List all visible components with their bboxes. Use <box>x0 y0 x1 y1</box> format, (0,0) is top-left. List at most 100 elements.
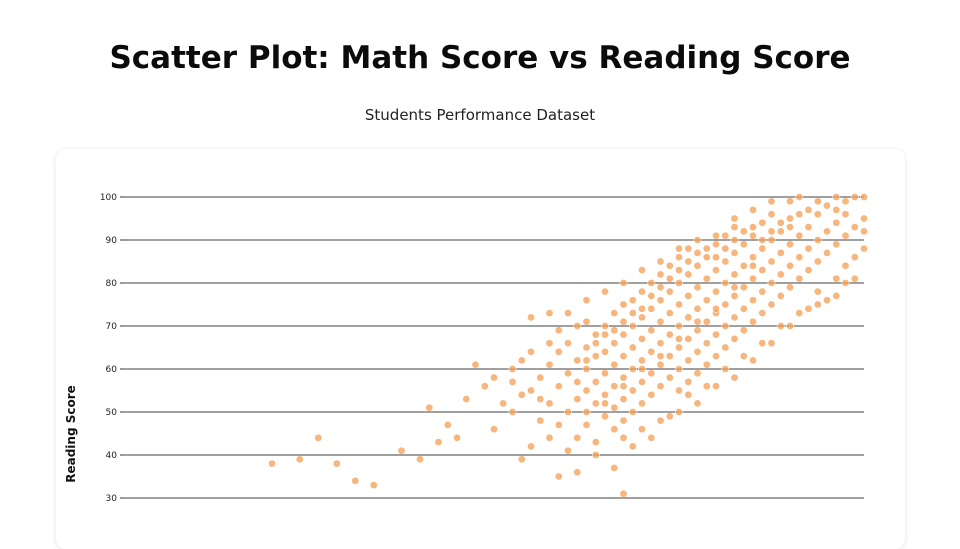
scatter-point <box>712 266 720 274</box>
scatter-point <box>702 382 711 391</box>
scatter-point <box>823 296 831 305</box>
scatter-point <box>351 476 360 485</box>
scatter-point <box>665 330 674 339</box>
scatter-point <box>601 322 609 330</box>
scatter-point <box>675 300 683 309</box>
scatter-point <box>767 197 776 206</box>
scatter-point <box>684 244 693 253</box>
scatter-point <box>730 335 739 343</box>
y-axis-ticks: 30 40 50 60 70 80 90 100 <box>100 193 124 504</box>
scatter-point <box>804 266 813 274</box>
scatter-point <box>841 261 850 270</box>
scatter-point <box>601 347 609 356</box>
scatter-point <box>730 292 739 300</box>
scatter-point <box>776 249 785 257</box>
scatter-point <box>665 274 674 283</box>
scatter-point <box>647 326 656 335</box>
scatter-point <box>758 339 767 348</box>
scatter-point <box>332 459 341 468</box>
scatter-point <box>369 481 378 489</box>
scatter-point <box>693 369 702 378</box>
scatter-point <box>582 343 591 352</box>
scatter-point <box>564 339 572 348</box>
scatter-point <box>749 223 757 231</box>
scatter-point <box>823 227 831 236</box>
scatter-point <box>591 339 600 348</box>
scatter-point <box>832 206 841 214</box>
scatter-point <box>425 403 434 412</box>
y-tick-label-100: 100 <box>100 193 117 203</box>
scatter-point <box>554 472 563 481</box>
scatter-point <box>665 309 674 317</box>
scatter-point <box>462 395 471 403</box>
scatter-point <box>804 206 813 214</box>
scatter-point <box>564 369 572 378</box>
scatter-point <box>730 223 739 231</box>
scatter-point <box>739 304 748 313</box>
scatter-point <box>832 193 841 201</box>
scatter-point <box>776 322 785 330</box>
scatter-point <box>739 352 748 360</box>
scatter-point <box>619 352 628 360</box>
scatter-point <box>702 296 711 305</box>
scatter-point <box>758 266 767 274</box>
scatter-point <box>628 386 637 395</box>
scatter-point <box>628 343 637 352</box>
scatter-point <box>702 244 711 253</box>
scatter-point <box>721 231 730 240</box>
scatter-point <box>786 223 794 231</box>
scatter-point <box>610 326 619 335</box>
scatter-point <box>693 283 702 292</box>
scatter-point <box>619 317 628 326</box>
chart-card: 30 40 50 60 70 80 90 100 Reading Score <box>56 149 905 549</box>
scatter-point <box>665 287 674 296</box>
scatter-point <box>508 408 517 416</box>
scatter-point <box>675 343 683 352</box>
scatter-point <box>693 317 702 326</box>
scatter-point <box>693 261 702 270</box>
scatter-point <box>591 352 600 360</box>
scatter-point <box>638 266 646 274</box>
scatter-point <box>591 330 600 339</box>
scatter-point <box>721 257 730 266</box>
scatter-point <box>860 244 868 253</box>
scatter-point <box>693 399 702 408</box>
scatter-point <box>647 390 656 399</box>
scatter-point <box>582 296 591 305</box>
scatter-point <box>730 373 739 382</box>
scatter-point <box>767 300 776 309</box>
scatter-point <box>675 279 683 287</box>
scatter-point <box>786 214 794 223</box>
chart-subtitle: Students Performance Dataset <box>364 106 596 124</box>
scatter-point <box>545 339 554 348</box>
scatter-point <box>443 421 452 429</box>
scatter-point <box>610 403 619 412</box>
scatter-point <box>545 360 554 369</box>
scatter-point <box>675 335 683 343</box>
scatter-point <box>730 270 739 279</box>
scatter-point <box>647 279 656 287</box>
scatter-point <box>712 382 720 391</box>
scatter-point <box>730 313 739 322</box>
scatter-point <box>804 223 813 231</box>
scatter-point <box>795 274 804 283</box>
scatter-point <box>786 261 794 270</box>
scatter-point <box>647 304 656 313</box>
scatter-point <box>860 227 868 236</box>
scatter-point <box>619 373 628 382</box>
scatter-point <box>619 489 628 498</box>
scatter-point <box>573 322 582 330</box>
scatter-point <box>721 244 730 253</box>
scatter-point <box>647 347 656 356</box>
scatter-point <box>813 257 822 266</box>
scatter-point <box>554 421 563 429</box>
scatter-point <box>693 326 702 335</box>
scatter-point <box>684 313 693 322</box>
scatter-point <box>656 382 665 391</box>
scatter-point <box>702 317 711 326</box>
scatter-point <box>601 399 609 408</box>
scatter-point <box>721 322 730 330</box>
scatter-point <box>527 347 535 356</box>
scatter-point <box>850 193 859 201</box>
scatter-point <box>675 408 683 416</box>
